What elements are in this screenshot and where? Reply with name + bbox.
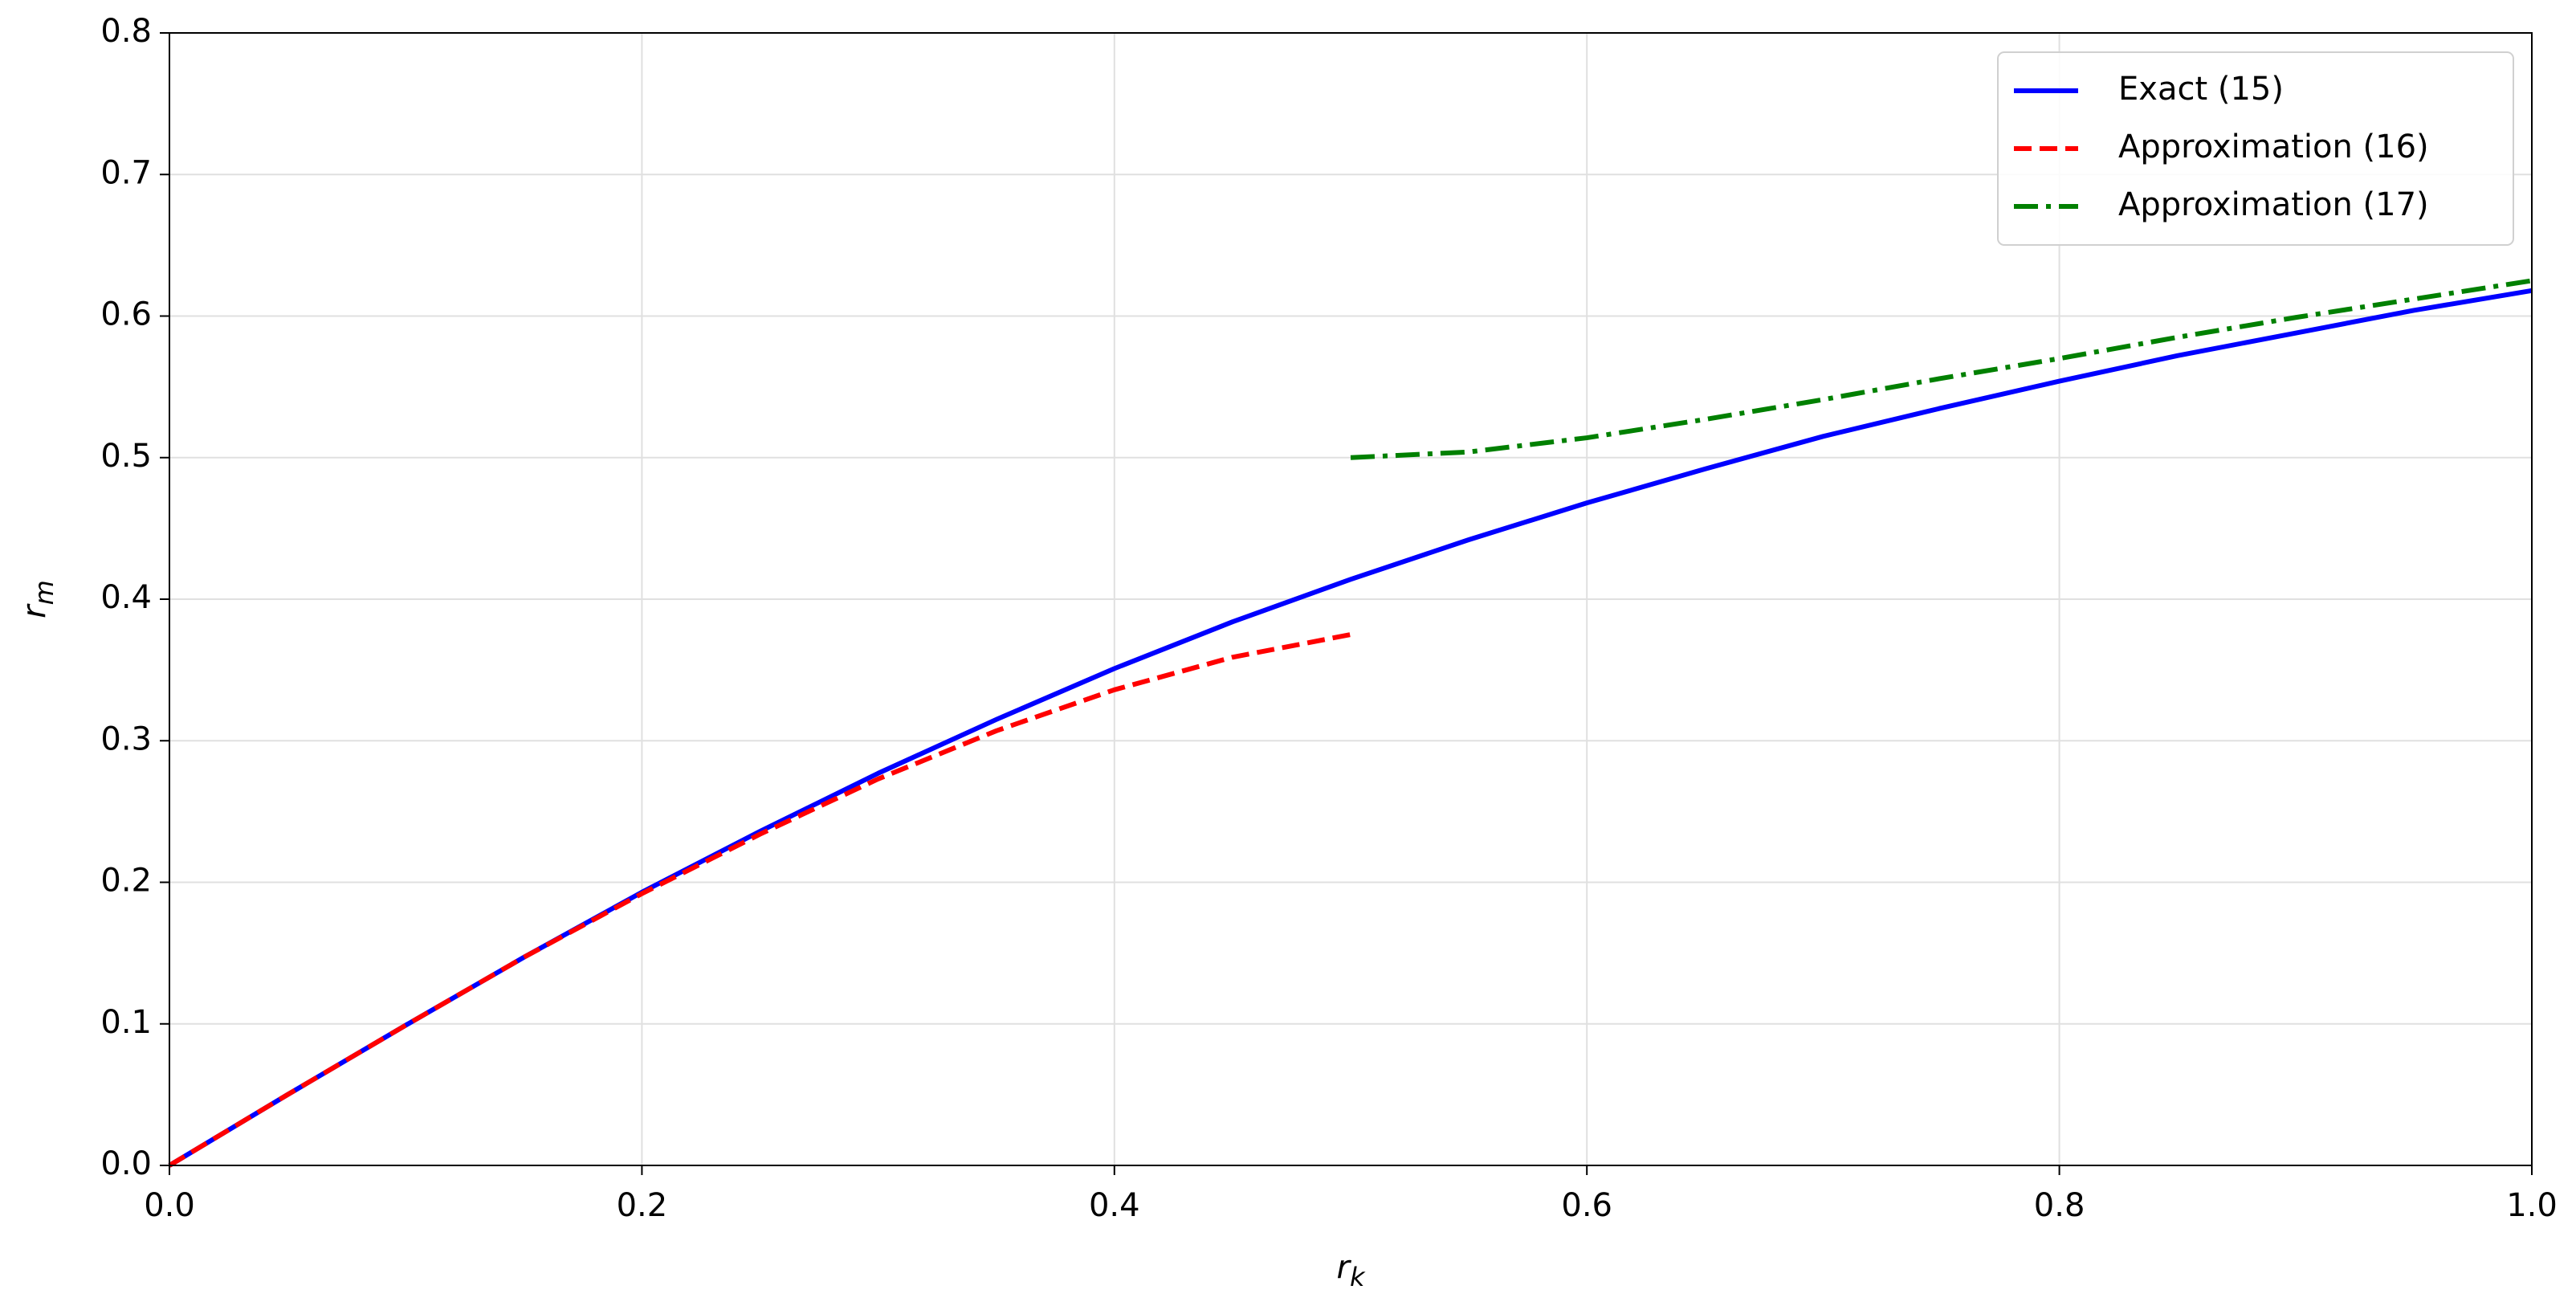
legend-label: Approximation (17) [2118,186,2429,223]
y-tick-label: 0.7 [100,154,152,191]
y-tick-label: 0.4 [100,579,152,616]
legend-label: Exact (15) [2118,71,2284,108]
x-tick-label: 1.0 [2506,1187,2558,1224]
legend-box [1997,51,2514,246]
legend-label: Approximation (16) [2118,129,2429,165]
y-tick-label: 0.1 [100,1004,152,1041]
x-axis-label: rk [1337,1249,1366,1292]
x-axis-label-sub: k [1350,1262,1366,1292]
y-tick-label: 0.6 [100,296,152,333]
x-tick-label: 0.6 [1561,1187,1612,1224]
line [168,632,1351,1168]
y-tick-label: 0.8 [100,13,152,50]
x-tick-label: 0.4 [1089,1187,1140,1224]
x-tick-label: 0.8 [2034,1187,2085,1224]
x-tick-label: 0.2 [617,1187,668,1224]
y-tick-label: 0.3 [100,720,152,757]
line [168,288,2533,1168]
y-tick-label: 0.2 [100,863,152,900]
line [1350,278,2533,460]
y-axis-label: rm [16,580,59,618]
y-tick-label: 0.5 [100,438,152,475]
plot-frame [169,32,2533,1166]
x-tick-label: 0.0 [144,1187,195,1224]
y-tick-label: 0.0 [100,1145,152,1182]
y-axis-label-base: r [16,603,53,618]
x-axis-label-base: r [1337,1249,1352,1286]
y-axis-label-sub: m [29,580,59,605]
